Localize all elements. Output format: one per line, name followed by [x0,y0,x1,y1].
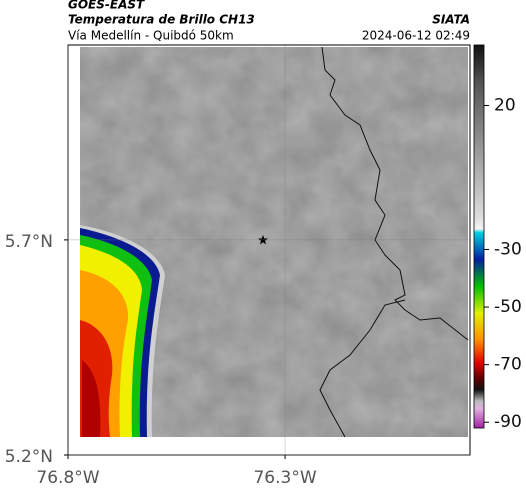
colorbar-tick-label: -90 [494,412,522,432]
lon-tick-label: 76.8°W [36,468,99,488]
colorbar-tick-label: 20 [494,95,516,115]
subtitle: Vía Medellín - Quibdó 50km [68,29,234,43]
satellite: GOES-EAST [68,0,145,12]
colorbar [473,44,485,429]
cold-cloud [80,225,165,437]
source: SIATA [432,13,470,27]
title: Temperatura de Brillo CH13 [68,13,255,27]
boundary [319,46,469,438]
colorbar-tick-label: -70 [494,355,522,375]
lon-tick-label: 76.3°W [253,468,316,488]
timestamp: 2024-06-12 02:49 [362,29,470,43]
lat-tick-label: 5.7°N [5,232,53,252]
colorbar-tick-label: -30 [494,239,522,259]
lat-tick-label: 5.2°N [5,447,53,467]
colorbar-tick-label: -50 [494,297,522,317]
